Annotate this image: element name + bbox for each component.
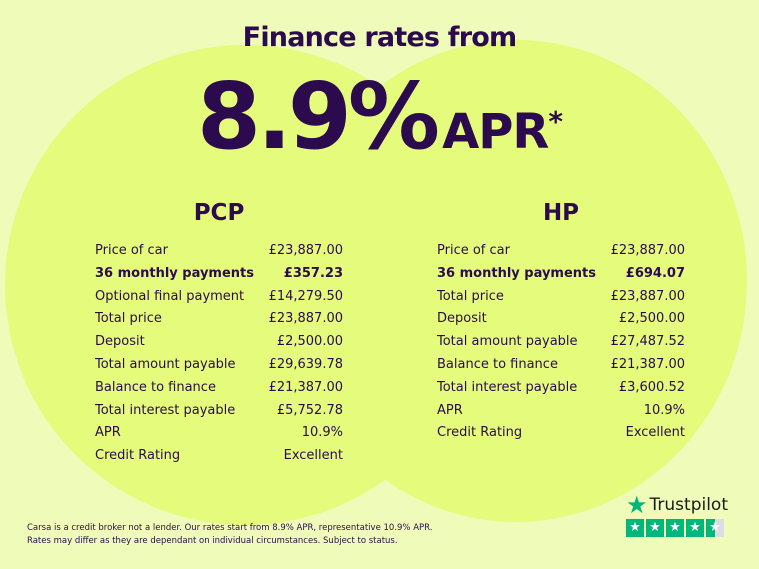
apr-text: APR [442,104,549,160]
row-label: Balance to finance [95,379,216,395]
row-label: Credit Rating [95,448,181,464]
row-label: Total amount payable [437,334,578,350]
table-row: 36 monthly payments £357.23 [95,263,343,286]
headline-rate: 8.9% APR* [0,62,759,172]
row-label: Total price [95,311,162,327]
table-row: Total price £23,887.00 [437,286,685,309]
table-row: Optional final payment £14,279.50 [95,286,343,309]
row-label: Total interest payable [437,379,578,395]
table-row: Balance to finance £21,387.00 [437,354,685,377]
trustpilot-logo: ★ Trustpilot [626,491,728,519]
row-value: £694.07 [625,265,685,281]
row-value: £23,887.00 [268,243,343,258]
row-label: APR [95,425,121,441]
table-row: Credit Rating Excellent [437,422,685,445]
row-value: £21,387.00 [268,379,343,395]
table-row: Balance to finance £21,387.00 [95,377,343,400]
row-value: £14,279.50 [268,288,343,304]
row-value: £5,752.78 [276,402,343,418]
table-row: Price of car £23,887.00 [437,240,685,263]
pcp-table: PCP Price of car £23,887.00 36 monthly pay… [95,200,343,468]
row-value: Excellent [625,425,685,441]
pcp-title: PCP [193,200,245,226]
table-row: Total amount payable £27,487.52 [437,331,685,354]
row-value: £21,387.00 [610,356,685,372]
rating-star-icon: ★ [666,519,684,537]
hp-title: HP [542,200,580,226]
trustpilot-rating: ★ ★ ★ ★ ★ [626,519,728,537]
row-value: £29,639.78 [268,356,343,372]
trustpilot-name: Trustpilot [649,495,728,515]
row-value: £23,887.00 [268,311,343,327]
row-label: APR [437,402,463,418]
row-label: Total interest payable [95,402,236,418]
apr-label: APR* [442,104,563,160]
rating-star-icon: ★ [706,519,724,537]
rate-value: 8.9% [196,63,440,170]
row-label: Price of car [437,243,510,258]
row-label: Price of car [95,243,168,258]
disclaimer: Carsa is a credit broker not a lender. O… [27,522,432,548]
table-row: Total amount payable £29,639.78 [95,354,343,377]
headline-subtitle: Finance rates from [242,22,517,53]
row-label: Optional final payment [95,288,245,304]
table-row: APR 10.9% [437,400,685,423]
rating-star-icon: ★ [646,519,664,537]
row-label: 36 monthly payments [437,265,596,281]
hp-table: HP Price of car £23,887.00 36 monthly paym… [437,200,685,445]
row-label: 36 monthly payments [95,265,254,281]
row-value: £2,500.00 [618,311,685,327]
background-circle-right [285,40,747,522]
row-label: Total amount payable [95,356,236,372]
table-row: Total price £23,887.00 [95,308,343,331]
row-value: Excellent [283,448,343,464]
rating-star-icon: ★ [686,519,704,537]
asterisk: * [548,105,563,138]
table-row: Total interest payable £5,752.78 [95,400,343,423]
row-value: £23,887.00 [610,288,685,304]
row-value: £357.23 [283,265,343,281]
row-value: 10.9% [301,425,343,441]
table-row: Deposit £2,500.00 [95,331,343,354]
row-value: £23,887.00 [610,243,685,258]
table-row: Credit Rating Excellent [95,445,343,468]
row-value: £27,487.52 [610,334,685,350]
table-row: 36 monthly payments £694.07 [437,263,685,286]
rating-star-icon: ★ [626,519,644,537]
disclaimer-line-1: Carsa is a credit broker not a lender. O… [27,523,433,533]
row-value: £3,600.52 [618,379,685,395]
table-row: Price of car £23,887.00 [95,240,343,263]
row-label: Balance to finance [437,356,558,372]
row-value: 10.9% [643,402,685,418]
table-row: Total interest payable £3,600.52 [437,377,685,400]
row-label: Deposit [95,334,145,350]
row-value: £2,500.00 [276,334,343,350]
disclaimer-line-2: Rates may differ as they are dependant o… [27,536,398,546]
star-icon: ★ [626,491,648,519]
row-label: Credit Rating [437,425,523,441]
table-row: APR 10.9% [95,422,343,445]
row-label: Deposit [437,311,487,327]
row-label: Total price [437,288,504,304]
table-row: Deposit £2,500.00 [437,308,685,331]
trustpilot-badge[interactable]: ★ Trustpilot ★ ★ ★ ★ ★ [626,491,728,537]
